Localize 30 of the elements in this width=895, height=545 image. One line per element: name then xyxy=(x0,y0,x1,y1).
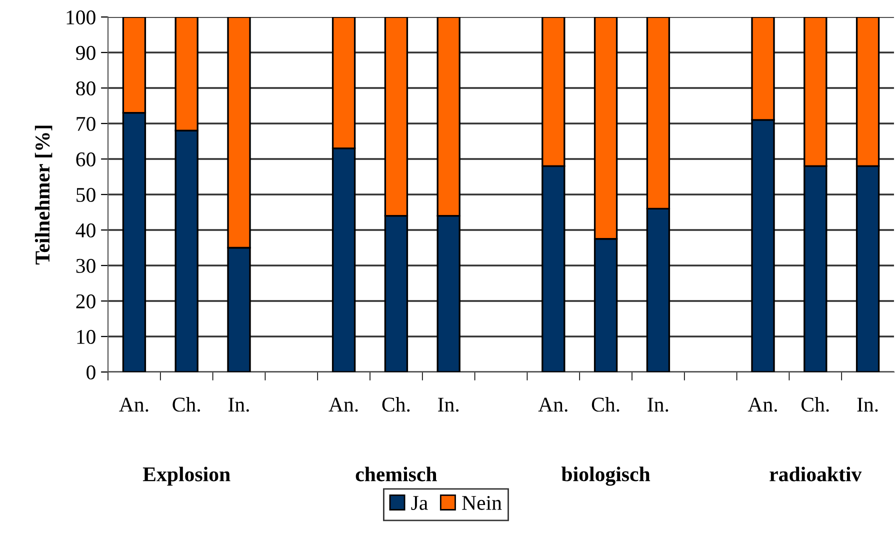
y-tick-label: 10 xyxy=(77,330,96,344)
x-tick-label: Ch. xyxy=(172,397,200,412)
x-tick-label: Ch. xyxy=(801,397,829,412)
y-tick-label: 40 xyxy=(76,223,96,238)
y-tick-label: 70 xyxy=(76,116,96,131)
y-axis-title: Teilnehmer [%] xyxy=(34,126,52,264)
y-tick-label: 20 xyxy=(76,294,96,308)
x-tick-label: In. xyxy=(648,398,668,412)
text: radioaktiv xyxy=(770,466,862,482)
x-tick-label: Ch. xyxy=(382,397,410,412)
x-tick-label: An. xyxy=(119,398,148,412)
x-tick-label: In. xyxy=(228,398,249,412)
x-tick-label: An. xyxy=(328,398,358,412)
y-tick-label: 90 xyxy=(76,46,96,60)
y-tick-label: 80 xyxy=(76,81,96,96)
x-tick-label: In. xyxy=(857,398,878,412)
text: biologisch xyxy=(561,466,650,486)
y-tick-label: 0 xyxy=(86,365,96,380)
y-tick-label: 30 xyxy=(76,258,96,273)
text: Explosion xyxy=(142,466,230,486)
x-tick-label: In. xyxy=(438,398,459,412)
y-tick-label: 50 xyxy=(76,188,96,202)
x-tick-label: Ch. xyxy=(592,397,620,412)
y-tick-label: 100 xyxy=(66,10,96,24)
x-tick-label: An. xyxy=(748,398,777,412)
y-tick-label: 60 xyxy=(76,152,96,166)
legend-label: Nein xyxy=(462,496,502,510)
text: chemisch xyxy=(356,466,437,482)
x-tick-label: An. xyxy=(538,398,568,412)
legend-label: Ja xyxy=(411,496,428,510)
